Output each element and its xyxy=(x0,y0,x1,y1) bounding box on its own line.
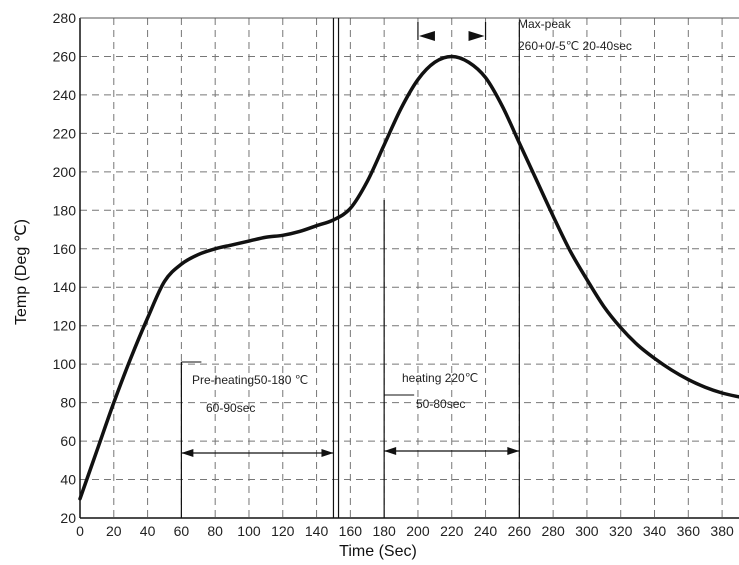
y-tick-label: 240 xyxy=(53,87,77,103)
heating-arrow-head-right xyxy=(507,447,520,455)
x-axis-title: Time (Sec) xyxy=(339,543,417,560)
peak-arrow-left xyxy=(418,31,435,41)
y-tick-label: 20 xyxy=(60,510,76,526)
x-tick-label: 320 xyxy=(609,523,633,539)
y-tick-label: 180 xyxy=(53,202,77,218)
zone-guides xyxy=(180,18,520,518)
y-tick-label: 220 xyxy=(53,125,77,141)
y-tick-label: 140 xyxy=(53,279,77,295)
x-tick-label: 200 xyxy=(406,523,430,539)
y-tick-label: 40 xyxy=(60,472,76,488)
x-tick-label: 60 xyxy=(174,523,190,539)
grid xyxy=(79,17,739,519)
y-tick-label: 60 xyxy=(60,433,76,449)
y-tick-label: 120 xyxy=(53,318,77,334)
y-tick-label: 160 xyxy=(53,241,77,257)
x-tick-label: 40 xyxy=(140,523,156,539)
x-tick-label: 300 xyxy=(575,523,599,539)
x-tick-label: 160 xyxy=(339,523,363,539)
peak-arrow-right xyxy=(468,31,485,41)
heating-arrow-head-left xyxy=(384,447,397,455)
y-tick-label: 280 xyxy=(53,10,77,26)
heating-label: heating 220℃ xyxy=(402,371,478,385)
x-tick-label: 340 xyxy=(643,523,667,539)
preheat-arrow-head-left xyxy=(181,449,194,457)
x-tick-label: 380 xyxy=(710,523,734,539)
x-tick-label: 80 xyxy=(207,523,223,539)
x-tick-label: 180 xyxy=(372,523,396,539)
y-tick-label: 260 xyxy=(53,48,77,64)
preheat-duration: 60-90sec xyxy=(206,401,255,415)
x-tick-label: 100 xyxy=(237,523,261,539)
preheat-arrow-head-right xyxy=(321,449,334,457)
heating-duration: 50-80sec xyxy=(416,397,465,411)
y-axis-title: Temp (Deg ℃) xyxy=(13,219,30,325)
x-tick-label: 260 xyxy=(508,523,532,539)
x-tick-label: 120 xyxy=(271,523,295,539)
y-tick-label: 100 xyxy=(53,356,77,372)
annotations: Pre-heating50-180 ℃ 60-90sec heating 220… xyxy=(192,17,632,415)
y-tick-label: 80 xyxy=(60,395,76,411)
y-tick-label: 200 xyxy=(53,164,77,180)
x-tick-label: 220 xyxy=(440,523,464,539)
x-tick-label: 140 xyxy=(305,523,329,539)
preheat-label: Pre-heating50-180 ℃ xyxy=(192,373,308,387)
temperature-curve xyxy=(78,54,739,501)
x-tick-label: 240 xyxy=(474,523,498,539)
x-tick-label: 0 xyxy=(76,523,84,539)
x-tick-label: 280 xyxy=(541,523,565,539)
peak-duration: 260+0/-5℃ 20-40sec xyxy=(518,39,632,53)
peak-label: Max-peak xyxy=(518,17,572,31)
x-tick-label: 360 xyxy=(677,523,701,539)
x-tick-label: 20 xyxy=(106,523,122,539)
